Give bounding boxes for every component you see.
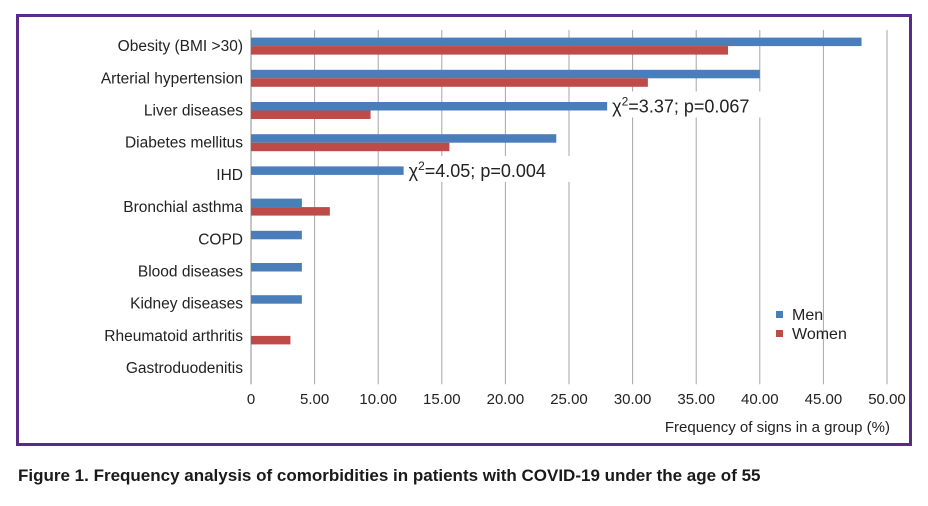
category-label-liver-diseases: Liver diseases <box>144 103 243 120</box>
annotation-superscript: 2 <box>418 159 425 173</box>
bar-men-liver-diseases <box>251 102 608 111</box>
bar-women-obesity-bmi-30 <box>251 46 728 55</box>
category-label-diabetes-mellitus: Diabetes mellitus <box>125 135 243 152</box>
x-tick-label: 15.00 <box>423 391 461 408</box>
bars <box>251 37 862 345</box>
bar-women-rheumatoid-arthritis <box>251 335 291 345</box>
category-label-gastroduodenitis: Gastroduodenitis <box>126 360 243 377</box>
category-label-kidney-diseases: Kidney diseases <box>130 296 243 313</box>
annotation-chi: χ <box>612 97 622 117</box>
category-label-ihd: IHD <box>216 167 243 184</box>
category-label-rheumatoid-arthritis: Rheumatoid arthritis <box>104 328 243 345</box>
annotation-superscript: 2 <box>622 95 629 109</box>
x-tick-label: 20.00 <box>487 391 525 408</box>
x-tick-label: 45.00 <box>805 391 843 408</box>
bar-men-ihd <box>251 166 404 175</box>
x-tick-label: 5.00 <box>300 391 329 408</box>
annotation-ihd: χ2=4.05; p=0.004 <box>409 159 546 181</box>
legend-swatch-women <box>776 330 783 337</box>
bar-women-liver-diseases <box>251 110 371 119</box>
bar-men-blood-diseases <box>251 263 302 272</box>
bar-men-arterial-hypertension <box>251 69 760 79</box>
x-tick-label: 50.00 <box>868 391 906 408</box>
bar-women-bronchial-asthma <box>251 207 330 216</box>
bar-men-bronchial-asthma <box>251 198 302 208</box>
category-label-copd: COPD <box>198 231 243 248</box>
x-tick-labels: 0 5.00 10.00 15.00 20.00 25.00 30.00 35.00 40.00… <box>247 391 906 408</box>
x-tick-label: 0 <box>247 391 255 408</box>
bar-women-arterial-hypertension <box>251 78 648 87</box>
bar-men-kidney-diseases <box>251 295 302 304</box>
category-label-blood-diseases: Blood diseases <box>138 264 243 281</box>
x-tick-label: 35.00 <box>677 391 715 408</box>
bar-men-obesity-bmi-30 <box>251 37 862 47</box>
annotation-stat: =4.05; p=0.004 <box>425 161 546 181</box>
grid-lines <box>250 30 888 385</box>
chart-frame: Obesity (BMI >30) Arterial hypertension Li… <box>16 14 912 446</box>
annotation-background <box>404 155 575 182</box>
x-tick-label: 10.00 <box>359 391 397 408</box>
annotation-liver-diseases: χ2=3.37; p=0.067 <box>612 95 749 117</box>
legend-label-women: Women <box>792 326 847 343</box>
annotation-background <box>608 91 779 118</box>
x-axis-label: Frequency of signs in a group (%) <box>665 419 890 436</box>
annotation-stat: =3.37; p=0.067 <box>628 97 749 117</box>
bar-chart: Obesity (BMI >30) Arterial hypertension Li… <box>101 30 906 436</box>
x-tick-label: 25.00 <box>550 391 588 408</box>
legend: Men Women <box>776 307 847 343</box>
bar-men-diabetes-mellitus <box>251 134 557 143</box>
category-labels: Obesity (BMI >30) Arterial hypertension Li… <box>101 38 244 377</box>
category-label-bronchial-asthma: Bronchial asthma <box>123 199 243 216</box>
bar-men-copd <box>251 230 302 240</box>
x-tick-label: 30.00 <box>614 391 652 408</box>
x-tick-label: 40.00 <box>741 391 779 408</box>
bar-women-diabetes-mellitus <box>251 142 450 152</box>
legend-swatch-men <box>776 311 783 318</box>
category-label-obesity-bmi-30: Obesity (BMI >30) <box>118 38 243 55</box>
annotation-chi: χ <box>409 161 419 181</box>
category-label-arterial-hypertension: Arterial hypertension <box>101 70 243 87</box>
figure-caption: Figure 1. Frequency analysis of comorbid… <box>18 466 761 485</box>
legend-label-men: Men <box>792 307 823 324</box>
